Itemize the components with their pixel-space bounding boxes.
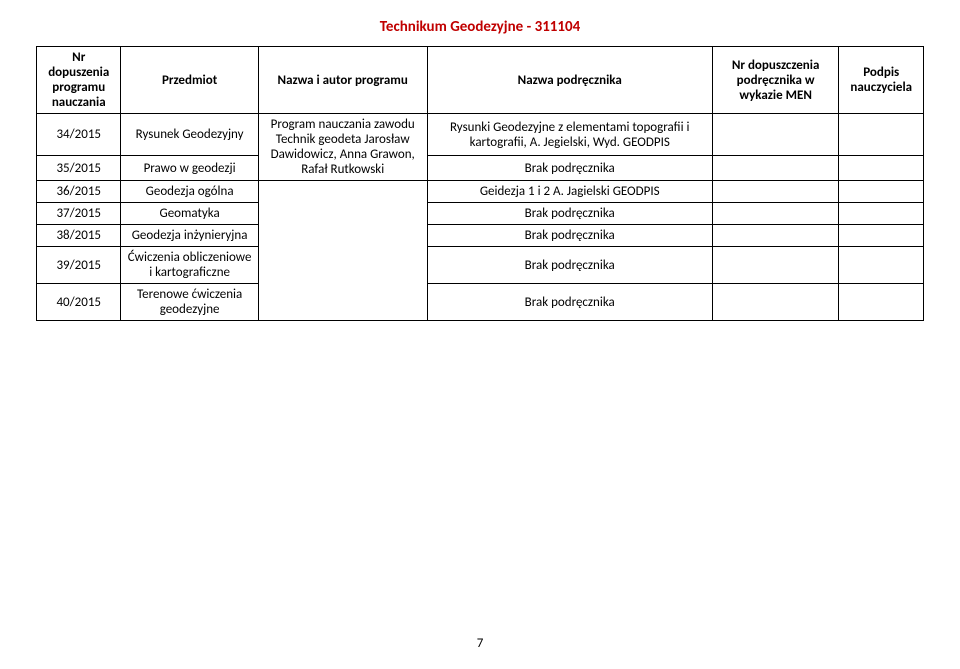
- cell-subject: Geodezja ogólna: [121, 181, 258, 203]
- cell-program-empty: [258, 181, 427, 321]
- table-row: 34/2015 Rysunek Geodezyjny Program naucz…: [37, 114, 924, 156]
- cell-nr: 35/2015: [37, 156, 121, 181]
- cell-textbook: Brak podręcznika: [427, 203, 712, 225]
- cell-sign: [839, 114, 924, 156]
- cell-textbook: Brak podręcznika: [427, 284, 712, 321]
- cell-subject: Prawo w geodezji: [121, 156, 258, 181]
- col-header-subject: Przedmiot: [121, 47, 258, 114]
- cell-sign: [839, 203, 924, 225]
- table-row: 39/2015 Ćwiczenia obliczeniowe i kartogr…: [37, 247, 924, 284]
- table-row: 40/2015 Terenowe ćwiczenia geodezyjne Br…: [37, 284, 924, 321]
- table-row: 38/2015 Geodezja inżynieryjna Brak podrę…: [37, 225, 924, 247]
- table-header-row: Nr dopuszenia programu nauczania Przedmi…: [37, 47, 924, 114]
- cell-sign: [839, 181, 924, 203]
- cell-sign: [839, 156, 924, 181]
- cell-nr: 38/2015: [37, 225, 121, 247]
- curriculum-table: Nr dopuszenia programu nauczania Przedmi…: [36, 46, 924, 321]
- cell-subject: Geodezja inżynieryjna: [121, 225, 258, 247]
- cell-nr: 36/2015: [37, 181, 121, 203]
- col-header-sign: Podpis nauczyciela: [839, 47, 924, 114]
- cell-textbook: Brak podręcznika: [427, 156, 712, 181]
- cell-men: [712, 203, 839, 225]
- cell-subject: Rysunek Geodezyjny: [121, 114, 258, 156]
- cell-men: [712, 225, 839, 247]
- table-row: 37/2015 Geomatyka Brak podręcznika: [37, 203, 924, 225]
- cell-nr: 39/2015: [37, 247, 121, 284]
- cell-nr: 34/2015: [37, 114, 121, 156]
- cell-textbook: Rysunki Geodezyjne z elementami topograf…: [427, 114, 712, 156]
- table-row: 35/2015 Prawo w geodezji Brak podręcznik…: [37, 156, 924, 181]
- cell-program-block: Program nauczania zawodu Technik geodeta…: [258, 114, 427, 181]
- page-container: Technikum Geodezyjne - 311104 Nr dopusze…: [0, 0, 960, 669]
- cell-sign: [839, 247, 924, 284]
- page-number: 7: [0, 636, 960, 651]
- col-header-program: Nazwa i autor programu: [258, 47, 427, 114]
- cell-men: [712, 284, 839, 321]
- cell-subject: Ćwiczenia obliczeniowe i kartograficzne: [121, 247, 258, 284]
- cell-subject: Geomatyka: [121, 203, 258, 225]
- cell-textbook: Brak podręcznika: [427, 225, 712, 247]
- cell-textbook: Brak podręcznika: [427, 247, 712, 284]
- table-row: 36/2015 Geodezja ogólna Geidezja 1 i 2 A…: [37, 181, 924, 203]
- cell-men: [712, 156, 839, 181]
- cell-nr: 37/2015: [37, 203, 121, 225]
- cell-men: [712, 114, 839, 156]
- col-header-men: Nr dopuszczenia podręcznika w wykazie ME…: [712, 47, 839, 114]
- col-header-nr: Nr dopuszenia programu nauczania: [37, 47, 121, 114]
- cell-textbook: Geidezja 1 i 2 A. Jagielski GEODPIS: [427, 181, 712, 203]
- page-title: Technikum Geodezyjne - 311104: [36, 18, 924, 36]
- cell-sign: [839, 284, 924, 321]
- cell-nr: 40/2015: [37, 284, 121, 321]
- cell-sign: [839, 225, 924, 247]
- cell-men: [712, 181, 839, 203]
- cell-subject: Terenowe ćwiczenia geodezyjne: [121, 284, 258, 321]
- cell-men: [712, 247, 839, 284]
- col-header-textbook: Nazwa podręcznika: [427, 47, 712, 114]
